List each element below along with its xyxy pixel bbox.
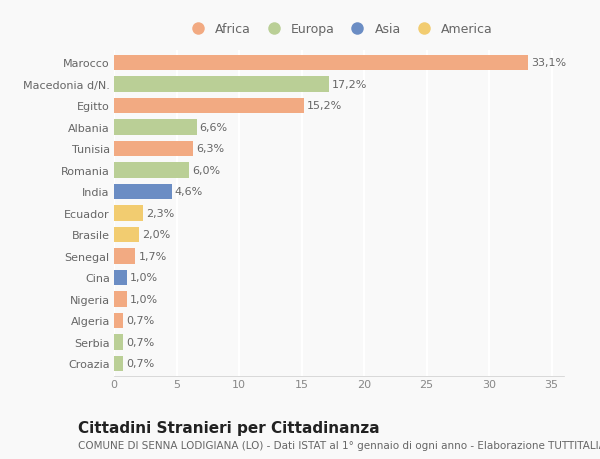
Text: 1,0%: 1,0%	[130, 294, 158, 304]
Text: Cittadini Stranieri per Cittadinanza: Cittadini Stranieri per Cittadinanza	[78, 420, 380, 435]
Bar	[114, 334, 123, 350]
Bar	[114, 163, 189, 178]
Text: 0,7%: 0,7%	[126, 358, 154, 369]
Bar	[114, 270, 127, 285]
Bar	[114, 291, 127, 307]
Text: 0,7%: 0,7%	[126, 316, 154, 325]
Bar	[114, 356, 123, 371]
Bar	[114, 120, 197, 135]
Bar	[114, 141, 193, 157]
Text: 15,2%: 15,2%	[307, 101, 343, 111]
Text: 6,0%: 6,0%	[192, 166, 220, 175]
Text: 6,3%: 6,3%	[196, 144, 224, 154]
Bar	[114, 206, 143, 221]
Text: 0,7%: 0,7%	[126, 337, 154, 347]
Text: 6,6%: 6,6%	[200, 123, 228, 133]
Bar	[114, 249, 135, 264]
Text: 4,6%: 4,6%	[175, 187, 203, 197]
Text: 2,0%: 2,0%	[142, 230, 170, 240]
Legend: Africa, Europa, Asia, America: Africa, Europa, Asia, America	[182, 21, 496, 39]
Bar	[114, 184, 172, 200]
Text: 1,0%: 1,0%	[130, 273, 158, 283]
Text: COMUNE DI SENNA LODIGIANA (LO) - Dati ISTAT al 1° gennaio di ogni anno - Elabora: COMUNE DI SENNA LODIGIANA (LO) - Dati IS…	[78, 440, 600, 450]
Bar	[114, 227, 139, 243]
Bar	[114, 313, 123, 328]
Text: 2,3%: 2,3%	[146, 208, 174, 218]
Bar	[114, 99, 304, 114]
Bar	[114, 77, 329, 93]
Text: 17,2%: 17,2%	[332, 80, 367, 90]
Text: 1,7%: 1,7%	[139, 252, 167, 261]
Bar	[114, 56, 528, 71]
Text: 33,1%: 33,1%	[531, 58, 566, 68]
